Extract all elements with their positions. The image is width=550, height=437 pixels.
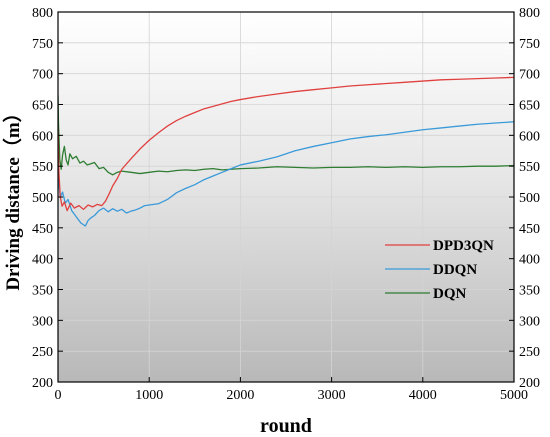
y-tick-label-left-4: 400 (32, 253, 53, 268)
legend-label-ddqn: DDQN (433, 262, 477, 278)
y-tick-label-right-7: 550 (519, 160, 540, 175)
y-axis-title: Driving distance（m） (1, 103, 24, 290)
x-tick-label-0: 0 (55, 388, 62, 403)
y-tick-label-right-12: 800 (519, 6, 540, 21)
y-tick-label-left-12: 800 (32, 6, 53, 21)
y-tick-label-right-5: 450 (519, 222, 540, 237)
y-tick-label-right-6: 500 (519, 191, 540, 206)
y-tick-label-left-3: 350 (32, 284, 53, 299)
series-lines (58, 76, 514, 227)
y-tick-label-left-10: 700 (32, 68, 53, 83)
y-tick-label-left-7: 550 (32, 160, 53, 175)
legend-label-dqn: DQN (433, 286, 467, 302)
legend: DPD3QN DDQN DQN (385, 238, 494, 302)
y-tick-label-right-9: 650 (519, 99, 540, 114)
series-line-dqn (58, 95, 514, 176)
x-axis-title: round (260, 415, 312, 437)
series-line-ddqn (58, 121, 514, 227)
y-tick-label-right-8: 600 (519, 129, 540, 144)
y-tick-label-right-4: 400 (519, 253, 540, 268)
y-tick-label-left-1: 250 (32, 345, 53, 360)
y-tick-label-right-2: 300 (519, 314, 540, 329)
x-tick-label-2: 2000 (226, 388, 254, 403)
y-tick-label-right-0: 200 (519, 376, 540, 391)
y-tick-label-left-5: 450 (32, 222, 53, 237)
y-tick-label-right-3: 350 (519, 284, 540, 299)
y-tick-label-left-8: 600 (32, 129, 53, 144)
x-tick-label-5: 5000 (500, 388, 528, 403)
x-tick-label-1: 1000 (135, 388, 163, 403)
y-tick-label-left-11: 750 (32, 37, 53, 52)
x-tick-label-4: 4000 (409, 388, 437, 403)
series-line-dpd3qn (58, 76, 514, 212)
y-tick-label-left-6: 500 (32, 191, 53, 206)
y-tick-label-left-9: 650 (32, 99, 53, 114)
x-tick-label-3: 3000 (318, 388, 346, 403)
y-tick-label-right-10: 700 (519, 68, 540, 83)
legend-label-dpd3qn: DPD3QN (433, 238, 494, 254)
y-tick-label-left-0: 200 (32, 376, 53, 391)
y-tick-label-right-1: 250 (519, 345, 540, 360)
y-tick-label-left-2: 300 (32, 314, 53, 329)
y-tick-label-right-11: 750 (519, 37, 540, 52)
grid (58, 12, 514, 382)
